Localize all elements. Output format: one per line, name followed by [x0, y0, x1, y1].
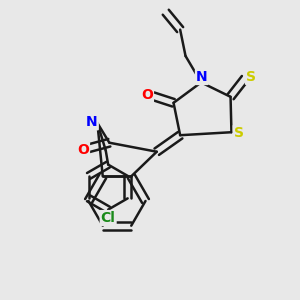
- Text: N: N: [86, 115, 98, 129]
- Text: O: O: [77, 143, 89, 157]
- Text: Cl: Cl: [101, 211, 116, 225]
- Text: S: S: [234, 126, 244, 140]
- Text: S: S: [246, 70, 256, 84]
- Text: O: O: [141, 88, 153, 102]
- Text: N: N: [196, 70, 208, 84]
